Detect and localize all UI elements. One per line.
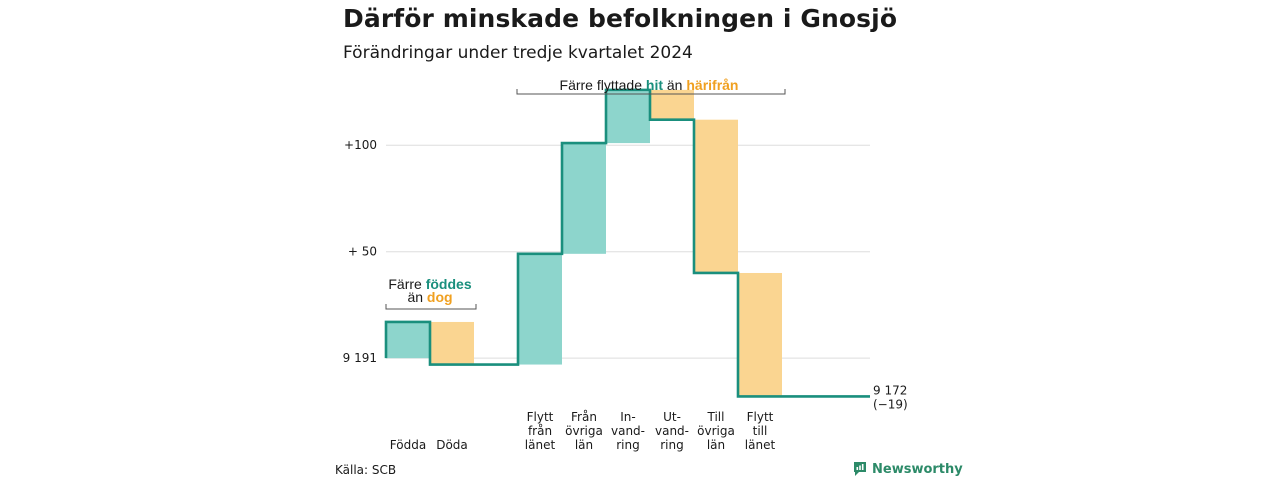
end-value-label: 9 172 — [873, 383, 907, 397]
y-tick-label: + 50 — [348, 245, 377, 259]
category-label: till — [753, 424, 768, 438]
category-label: Till — [707, 410, 725, 424]
waterfall-bar — [562, 143, 606, 254]
birth-annotation-bracket — [385, 304, 477, 310]
waterfall-bar — [386, 321, 430, 359]
source-note: Källa: SCB — [335, 463, 397, 477]
category-label: övriga — [565, 424, 603, 438]
waterfall-bar — [518, 253, 562, 365]
birth-annotation-line2: än dog — [407, 289, 452, 305]
birth-annotation-line1: Färre föddes — [388, 276, 471, 292]
migration-annotation: Färre flyttade hit än härifrån — [560, 77, 739, 93]
chart-subtitle: Förändringar under tredje kvartalet 2024 — [343, 43, 693, 63]
category-label: från — [528, 424, 552, 438]
category-label: övriga — [697, 424, 735, 438]
category-label: länet — [525, 438, 556, 452]
category-label: län — [575, 438, 593, 452]
brand-name: Newsworthy — [872, 461, 963, 477]
category-label: Från — [571, 410, 597, 424]
end-change-label: (−19) — [873, 397, 908, 411]
waterfall-bar — [738, 272, 782, 397]
newsworthy-logo-icon — [854, 462, 866, 476]
migration-annotation-bracket — [516, 89, 786, 95]
category-label: vand- — [611, 424, 645, 438]
category-label: Flytt — [527, 410, 554, 424]
chart-title: Därför minskade befolkningen i Gnosjö — [343, 4, 898, 33]
waterfall-bar — [606, 89, 650, 144]
brand-logo: Newsworthy — [853, 461, 963, 477]
y-tick-label: +100 — [344, 138, 377, 152]
waterfall-bar — [430, 321, 474, 365]
category-label: länet — [745, 438, 776, 452]
y-tick-label: 9 191 — [343, 351, 377, 365]
category-label: ring — [616, 438, 640, 452]
category-label: ring — [660, 438, 684, 452]
category-label: In- — [620, 410, 635, 424]
category-label: Flytt — [747, 410, 774, 424]
category-label: län — [707, 438, 725, 452]
category-label: Döda — [436, 438, 468, 452]
category-label: Ut- — [663, 410, 681, 424]
waterfall-step-line — [384, 88, 870, 398]
category-label: vand- — [655, 424, 689, 438]
waterfall-bar — [694, 119, 738, 273]
category-label: Födda — [390, 438, 426, 452]
waterfall-bar — [650, 89, 694, 120]
